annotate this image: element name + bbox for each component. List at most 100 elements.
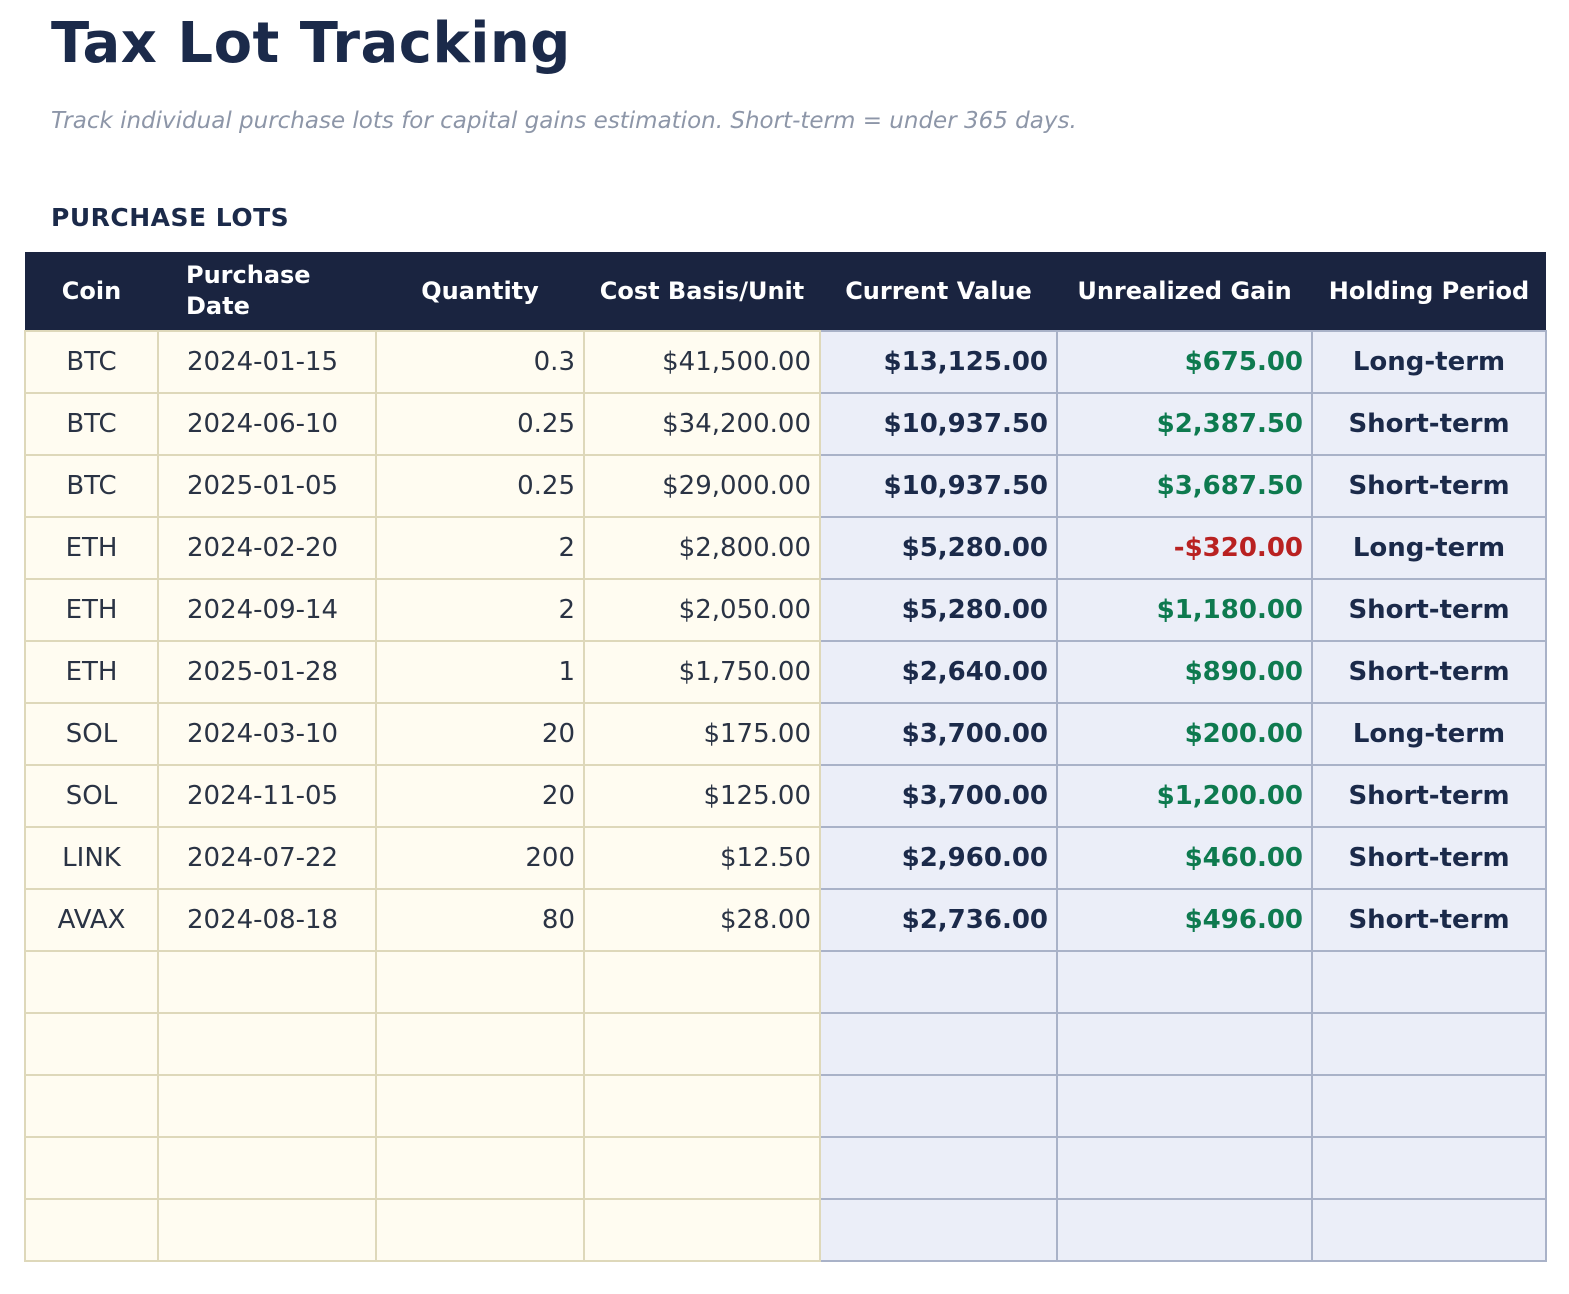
cell-coin[interactable]: BTC xyxy=(24,330,159,395)
empty-cell-cost-basis[interactable] xyxy=(583,1012,821,1077)
cell-coin[interactable]: ETH xyxy=(24,640,159,705)
cell-current-value[interactable]: $5,280.00 xyxy=(819,516,1058,581)
cell-purchase-date[interactable]: 2024-08-18 xyxy=(157,888,377,953)
cell-coin[interactable]: ETH xyxy=(24,578,159,643)
cell-quantity[interactable]: 0.3 xyxy=(375,330,585,395)
empty-cell-holding-period[interactable] xyxy=(1311,950,1547,1015)
cell-unrealized-gain[interactable]: $2,387.50 xyxy=(1056,392,1313,457)
cell-holding-period[interactable]: Short-term xyxy=(1311,392,1547,457)
cell-purchase-date[interactable]: 2024-01-15 xyxy=(157,330,377,395)
empty-cell-coin[interactable] xyxy=(24,1136,159,1201)
cell-cost-basis[interactable]: $12.50 xyxy=(583,826,821,891)
cell-coin[interactable]: SOL xyxy=(24,702,159,767)
empty-cell-quantity[interactable] xyxy=(375,1198,585,1263)
cell-cost-basis[interactable]: $2,800.00 xyxy=(583,516,821,581)
cell-holding-period[interactable]: Long-term xyxy=(1311,330,1547,395)
empty-cell-current-value[interactable] xyxy=(819,950,1058,1015)
cell-quantity[interactable]: 2 xyxy=(375,578,585,643)
cell-unrealized-gain[interactable]: $1,180.00 xyxy=(1056,578,1313,643)
cell-holding-period[interactable]: Short-term xyxy=(1311,454,1547,519)
cell-holding-period[interactable]: Short-term xyxy=(1311,826,1547,891)
cell-cost-basis[interactable]: $125.00 xyxy=(583,764,821,829)
cell-holding-period[interactable]: Long-term xyxy=(1311,702,1547,767)
cell-quantity[interactable]: 2 xyxy=(375,516,585,581)
empty-cell-cost-basis[interactable] xyxy=(583,1136,821,1201)
cell-cost-basis[interactable]: $41,500.00 xyxy=(583,330,821,395)
cell-quantity[interactable]: 80 xyxy=(375,888,585,953)
cell-coin[interactable]: SOL xyxy=(24,764,159,829)
empty-cell-holding-period[interactable] xyxy=(1311,1198,1547,1263)
cell-cost-basis[interactable]: $34,200.00 xyxy=(583,392,821,457)
cell-purchase-date[interactable]: 2025-01-28 xyxy=(157,640,377,705)
cell-current-value[interactable]: $5,280.00 xyxy=(819,578,1058,643)
cell-cost-basis[interactable]: $1,750.00 xyxy=(583,640,821,705)
cell-coin[interactable]: ETH xyxy=(24,516,159,581)
empty-cell-unrealized-gain[interactable] xyxy=(1056,950,1313,1015)
cell-holding-period[interactable]: Short-term xyxy=(1311,764,1547,829)
empty-cell-current-value[interactable] xyxy=(819,1136,1058,1201)
empty-cell-purchase-date[interactable] xyxy=(157,1136,377,1201)
cell-current-value[interactable]: $2,640.00 xyxy=(819,640,1058,705)
empty-cell-purchase-date[interactable] xyxy=(157,950,377,1015)
cell-holding-period[interactable]: Long-term xyxy=(1311,516,1547,581)
empty-cell-coin[interactable] xyxy=(24,1198,159,1263)
empty-cell-unrealized-gain[interactable] xyxy=(1056,1012,1313,1077)
cell-unrealized-gain[interactable]: $1,200.00 xyxy=(1056,764,1313,829)
empty-cell-current-value[interactable] xyxy=(819,1012,1058,1077)
empty-cell-unrealized-gain[interactable] xyxy=(1056,1136,1313,1201)
cell-current-value[interactable]: $2,960.00 xyxy=(819,826,1058,891)
cell-unrealized-gain[interactable]: $496.00 xyxy=(1056,888,1313,953)
cell-unrealized-gain[interactable]: -$320.00 xyxy=(1056,516,1313,581)
cell-unrealized-gain[interactable]: $890.00 xyxy=(1056,640,1313,705)
cell-coin[interactable]: AVAX xyxy=(24,888,159,953)
cell-coin[interactable]: BTC xyxy=(24,454,159,519)
cell-coin[interactable]: BTC xyxy=(24,392,159,457)
empty-cell-unrealized-gain[interactable] xyxy=(1056,1198,1313,1263)
empty-cell-quantity[interactable] xyxy=(375,1136,585,1201)
cell-quantity[interactable]: 20 xyxy=(375,702,585,767)
cell-unrealized-gain[interactable]: $675.00 xyxy=(1056,330,1313,395)
cell-holding-period[interactable]: Short-term xyxy=(1311,640,1547,705)
cell-purchase-date[interactable]: 2024-11-05 xyxy=(157,764,377,829)
empty-cell-unrealized-gain[interactable] xyxy=(1056,1074,1313,1139)
empty-cell-purchase-date[interactable] xyxy=(157,1074,377,1139)
cell-unrealized-gain[interactable]: $460.00 xyxy=(1056,826,1313,891)
empty-cell-quantity[interactable] xyxy=(375,1074,585,1139)
empty-cell-holding-period[interactable] xyxy=(1311,1136,1547,1201)
cell-cost-basis[interactable]: $175.00 xyxy=(583,702,821,767)
cell-quantity[interactable]: 200 xyxy=(375,826,585,891)
empty-cell-purchase-date[interactable] xyxy=(157,1012,377,1077)
cell-purchase-date[interactable]: 2025-01-05 xyxy=(157,454,377,519)
cell-purchase-date[interactable]: 2024-07-22 xyxy=(157,826,377,891)
cell-current-value[interactable]: $3,700.00 xyxy=(819,702,1058,767)
cell-current-value[interactable]: $3,700.00 xyxy=(819,764,1058,829)
empty-cell-coin[interactable] xyxy=(24,1012,159,1077)
cell-purchase-date[interactable]: 2024-09-14 xyxy=(157,578,377,643)
empty-cell-coin[interactable] xyxy=(24,950,159,1015)
empty-cell-quantity[interactable] xyxy=(375,1012,585,1077)
empty-cell-holding-period[interactable] xyxy=(1311,1074,1547,1139)
cell-unrealized-gain[interactable]: $3,687.50 xyxy=(1056,454,1313,519)
cell-unrealized-gain[interactable]: $200.00 xyxy=(1056,702,1313,767)
cell-current-value[interactable]: $10,937.50 xyxy=(819,454,1058,519)
cell-quantity[interactable]: 1 xyxy=(375,640,585,705)
cell-current-value[interactable]: $2,736.00 xyxy=(819,888,1058,953)
cell-quantity[interactable]: 20 xyxy=(375,764,585,829)
cell-coin[interactable]: LINK xyxy=(24,826,159,891)
cell-holding-period[interactable]: Short-term xyxy=(1311,578,1547,643)
cell-cost-basis[interactable]: $29,000.00 xyxy=(583,454,821,519)
cell-quantity[interactable]: 0.25 xyxy=(375,454,585,519)
empty-cell-coin[interactable] xyxy=(24,1074,159,1139)
cell-current-value[interactable]: $10,937.50 xyxy=(819,392,1058,457)
cell-cost-basis[interactable]: $2,050.00 xyxy=(583,578,821,643)
empty-cell-purchase-date[interactable] xyxy=(157,1198,377,1263)
empty-cell-cost-basis[interactable] xyxy=(583,1198,821,1263)
cell-holding-period[interactable]: Short-term xyxy=(1311,888,1547,953)
empty-cell-cost-basis[interactable] xyxy=(583,1074,821,1139)
cell-purchase-date[interactable]: 2024-02-20 xyxy=(157,516,377,581)
cell-current-value[interactable]: $13,125.00 xyxy=(819,330,1058,395)
cell-purchase-date[interactable]: 2024-06-10 xyxy=(157,392,377,457)
empty-cell-cost-basis[interactable] xyxy=(583,950,821,1015)
empty-cell-current-value[interactable] xyxy=(819,1074,1058,1139)
empty-cell-quantity[interactable] xyxy=(375,950,585,1015)
